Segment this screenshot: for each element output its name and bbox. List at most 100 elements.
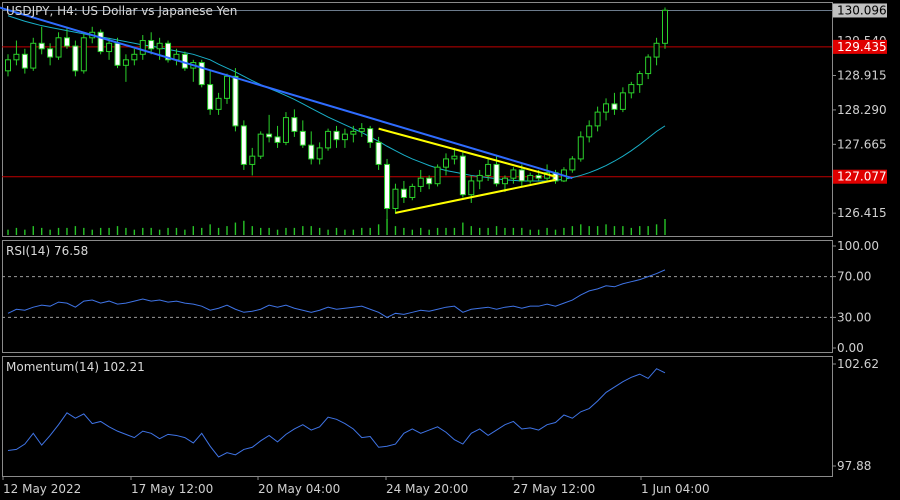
candle-bullish	[131, 53, 138, 61]
price-tick-label: 127.665	[837, 137, 887, 151]
candle-bullish	[628, 84, 635, 94]
candle-bullish	[13, 53, 20, 61]
candle-bullish	[603, 103, 610, 113]
momentum-tick-label: 102.62	[837, 357, 879, 371]
candle-bullish	[80, 37, 87, 72]
candle-bearish	[21, 53, 28, 69]
candle-bullish	[257, 133, 264, 157]
candle-bullish	[577, 136, 584, 160]
chart-title: USDJPY, H4: US Dollar vs Japanese Yen	[6, 4, 237, 18]
candle-bullish	[282, 117, 289, 143]
candle-bullish	[106, 42, 113, 53]
candle-bullish	[485, 163, 492, 176]
candle-bullish	[586, 125, 593, 138]
candle-bullish	[350, 130, 357, 135]
panel-frames	[2, 2, 833, 477]
candle-bearish	[232, 75, 239, 127]
price-label-text: 129.435	[837, 40, 887, 54]
candle-bullish	[122, 59, 129, 66]
time-axis: 12 May 2022 17 May 12:00 20 May 04:00 24 Ma…	[2, 476, 710, 496]
candle-bullish	[417, 177, 424, 187]
time-tick-label: 24 May 20:00	[386, 482, 468, 496]
momentum-line	[7, 368, 666, 458]
price-label-text: 127.077	[837, 170, 887, 184]
price-label-text: 130.096	[837, 3, 887, 17]
candle-bullish	[527, 174, 534, 182]
candle-bullish	[358, 128, 365, 132]
price-tick-label: 128.290	[837, 103, 887, 117]
candle-bearish	[375, 141, 382, 165]
candle-bearish	[299, 130, 306, 146]
price-label-box	[833, 3, 887, 18]
candle-bullish	[392, 188, 399, 209]
candle-bullish	[316, 147, 323, 160]
candle-bullish	[476, 174, 483, 182]
candle-bullish	[215, 97, 222, 110]
candle-bearish	[518, 169, 525, 182]
candle-bearish	[47, 48, 54, 58]
candle-bullish	[249, 155, 256, 165]
candle-bullish	[569, 158, 576, 171]
candle-bullish	[443, 158, 449, 168]
price-tick-label: 128.915	[837, 69, 887, 83]
candle-bullish	[55, 37, 62, 58]
candle-bullish	[619, 92, 626, 110]
candle-bearish	[333, 130, 340, 141]
candle-bearish	[114, 42, 121, 66]
candle-bearish	[38, 42, 45, 50]
candle-bullish	[30, 42, 37, 69]
rsi-tick-label: 0.00	[837, 341, 864, 355]
price-label-box	[833, 39, 887, 54]
candle-bearish	[207, 84, 214, 110]
candle-bearish	[308, 144, 315, 160]
rsi-panel: 100.00 70.00 30.00 0.00 RSI(14) 76.58	[2, 239, 879, 355]
price-tick-label: 126.415	[837, 206, 887, 220]
time-tick-label: 1 Jun 04:00	[641, 482, 710, 496]
candle-bearish	[459, 155, 466, 196]
candle-bearish	[165, 42, 172, 61]
candle-bearish	[400, 188, 407, 198]
time-tick-label: 20 May 04:00	[258, 482, 340, 496]
candle-bullish	[662, 9, 668, 44]
candle-bearish	[198, 62, 205, 86]
rsi-tick-label: 100.00	[837, 239, 879, 253]
trendline	[378, 127, 556, 178]
candle-bearish	[274, 136, 281, 143]
candle-bullish	[341, 133, 348, 141]
candle-bearish	[611, 103, 618, 110]
candle-bullish	[594, 111, 601, 127]
candle-bearish	[384, 163, 391, 209]
rsi-indicator-label: RSI(14) 76.58	[6, 244, 88, 258]
price-panel-frame	[2, 2, 833, 237]
momentum-indicator-label: Momentum(14) 102.21	[6, 360, 145, 374]
trendline	[395, 178, 556, 214]
candle-bearish	[535, 174, 542, 179]
candle-bearish	[72, 45, 79, 72]
time-tick-label: 27 May 12:00	[513, 482, 595, 496]
candle-bullish	[156, 42, 163, 50]
candle-bearish	[63, 37, 70, 47]
momentum-panel-frame	[2, 356, 833, 477]
candle-bullish	[468, 180, 475, 196]
candle-bearish	[97, 31, 104, 53]
candle-bullish	[325, 130, 332, 149]
candle-bearish	[367, 128, 374, 143]
candle-bullish	[434, 166, 441, 185]
candle-bearish	[291, 117, 298, 132]
rsi-line	[7, 269, 666, 318]
candle-bearish	[493, 163, 500, 185]
trendline	[0, 6, 573, 180]
candle-bearish	[148, 40, 155, 50]
candle-bullish	[501, 177, 508, 185]
candle-bullish	[409, 185, 416, 198]
candle-bullish	[636, 73, 643, 86]
time-tick-label: 17 May 12:00	[131, 482, 213, 496]
candle-bearish	[426, 177, 433, 185]
candle-bullish	[451, 155, 458, 160]
candle-bullish	[653, 42, 660, 58]
candle-bullish	[224, 75, 230, 99]
rsi-tick-label: 30.00	[837, 310, 871, 324]
candle-bullish	[510, 169, 517, 179]
